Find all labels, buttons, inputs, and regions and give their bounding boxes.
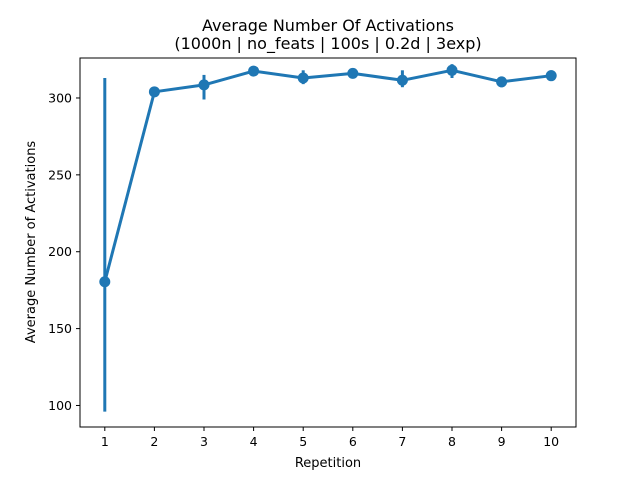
y-tick-label-150: 150: [48, 321, 72, 336]
y-tick-label-100: 100: [48, 398, 72, 413]
chart-subtitle: (1000n | no_feats | 100s | 0.2d | 3exp): [174, 34, 481, 54]
plot-area-frame: [79, 57, 577, 428]
data-point-2: [148, 86, 160, 98]
data-point-3: [198, 79, 210, 91]
x-axis-label: Repetition: [295, 456, 361, 471]
data-point-8: [446, 64, 458, 76]
data-point-10: [545, 70, 557, 82]
x-tick-label-3: 3: [200, 434, 208, 449]
chart-title: Average Number Of Activations: [202, 16, 454, 35]
data-points: [99, 64, 557, 288]
x-tick-label-8: 8: [448, 434, 456, 449]
x-tick-label-4: 4: [250, 434, 258, 449]
series-line: [103, 68, 553, 284]
x-tick-label-6: 6: [349, 434, 357, 449]
data-point-1: [99, 276, 111, 288]
y-tick-label-300: 300: [48, 90, 72, 105]
data-point-6: [347, 67, 359, 79]
x-tick-label-10: 10: [543, 434, 559, 449]
y-axis-label: Average Number of Activations: [24, 141, 39, 344]
x-tick-label-1: 1: [101, 434, 109, 449]
y-tick-label-200: 200: [48, 244, 72, 259]
data-point-9: [496, 76, 508, 88]
x-tick-label-9: 9: [498, 434, 506, 449]
x-axis: 1 2 3 4 5 6 7 8 9 10: [101, 427, 559, 449]
y-axis: 100 150 200 250 300: [48, 90, 80, 413]
data-point-4: [248, 65, 260, 77]
x-tick-label-5: 5: [299, 434, 307, 449]
x-tick-label-7: 7: [398, 434, 406, 449]
data-point-5: [297, 72, 309, 84]
y-tick-label-250: 250: [48, 167, 72, 182]
x-tick-label-2: 2: [150, 434, 158, 449]
data-point-7: [396, 74, 408, 86]
error-bars: [103, 64, 553, 412]
